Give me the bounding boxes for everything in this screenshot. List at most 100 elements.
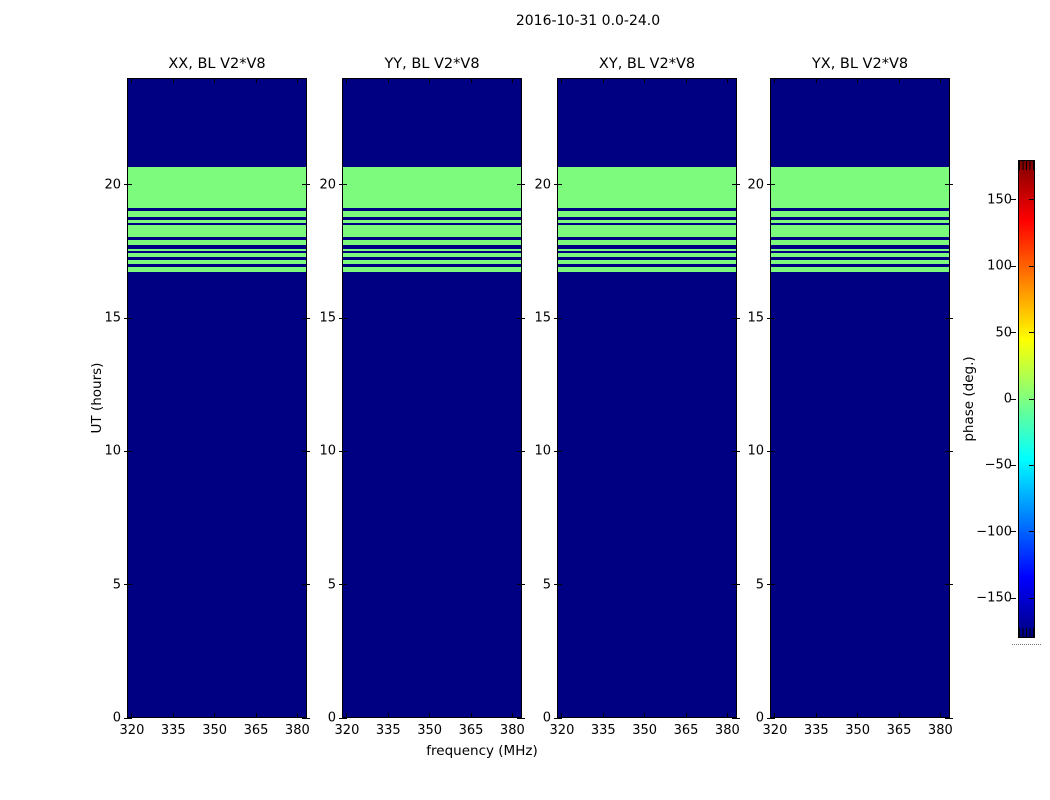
- dark-stripe: [558, 251, 736, 254]
- dark-stripe: [128, 217, 306, 220]
- y-axis-tick: [945, 184, 953, 186]
- y-tick-label: 0: [755, 710, 764, 726]
- x-tick-label: 350: [202, 723, 228, 738]
- y-axis-tick: [517, 317, 525, 319]
- colorbar-tick: [1029, 531, 1034, 533]
- dark-stripe: [771, 251, 949, 254]
- x-tick-label: 350: [845, 723, 871, 738]
- y-axis-tick: [339, 584, 347, 586]
- dark-stripe: [128, 256, 306, 260]
- y-axis-tick: [517, 584, 525, 586]
- y-tick-label: 10: [319, 443, 336, 459]
- x-axis-tick: [429, 79, 431, 83]
- y-tick-label: 10: [747, 443, 764, 459]
- x-tick-label: 335: [590, 723, 616, 738]
- x-axis-tick: [774, 713, 776, 717]
- x-axis-tick: [898, 713, 900, 717]
- y-axis-tick: [767, 450, 775, 452]
- y-tick-label: 15: [534, 310, 551, 326]
- y-axis-tick: [124, 450, 132, 452]
- colorbar-label: phase (deg.): [961, 356, 977, 442]
- y-axis-tick: [302, 450, 310, 452]
- y-tick-label: 20: [534, 177, 551, 193]
- dark-stripe: [128, 222, 306, 225]
- x-axis-tick: [131, 713, 133, 717]
- dark-stripe: [128, 263, 306, 267]
- x-axis-tick: [346, 713, 348, 717]
- x-tick-label: 320: [762, 723, 788, 738]
- colorbar-tick-label: −50: [984, 457, 1012, 473]
- colorbar-tick-label: −100: [976, 524, 1012, 540]
- x-axis-tick: [429, 713, 431, 717]
- x-tick-label: 350: [417, 723, 443, 738]
- y-axis-tick: [767, 317, 775, 319]
- dark-stripe: [343, 256, 521, 260]
- x-axis-tick: [561, 713, 563, 717]
- colorbar-tick: [1010, 199, 1016, 201]
- dark-stripe: [771, 222, 949, 225]
- y-axis-tick: [767, 584, 775, 586]
- x-axis-tick: [387, 79, 389, 83]
- colorbar-tick: [1010, 265, 1016, 267]
- dark-stripe: [343, 236, 521, 241]
- y-axis-tick: [339, 184, 347, 186]
- y-tick-label: 15: [319, 310, 336, 326]
- dark-stripe: [343, 251, 521, 254]
- colorbar-tick: [1010, 531, 1016, 533]
- dark-stripe: [558, 222, 736, 225]
- x-axis-tick: [561, 79, 563, 83]
- y-axis-tick: [517, 717, 525, 719]
- panel-title: XX, BL V2*V8: [168, 56, 266, 72]
- colorbar-tick-label: 150: [987, 192, 1012, 208]
- y-tick-label: 20: [747, 177, 764, 193]
- colorbar-tick-label: 100: [987, 258, 1012, 274]
- y-axis-tick: [517, 450, 525, 452]
- dark-stripe: [558, 236, 736, 241]
- colorbar-tick-label: 0: [1003, 391, 1012, 407]
- colorbar-tick-label: 50: [995, 325, 1012, 341]
- dark-stripe: [558, 256, 736, 260]
- x-tick-label: 335: [375, 723, 401, 738]
- colorbar-hatch-bottom: [1019, 628, 1034, 637]
- dark-stripe: [771, 217, 949, 220]
- colorbar-tick: [1010, 398, 1016, 400]
- dark-stripe: [771, 263, 949, 267]
- x-axis-tick: [346, 79, 348, 83]
- dark-stripe: [771, 207, 949, 212]
- dark-stripe: [771, 245, 949, 249]
- x-axis-tick: [255, 713, 257, 717]
- dark-stripe: [771, 236, 949, 241]
- x-axis-tick: [131, 79, 133, 83]
- y-axis-tick: [732, 717, 740, 719]
- x-axis-tick: [602, 713, 604, 717]
- colorbar-tick: [1029, 199, 1034, 201]
- y-tick-label: 5: [327, 577, 336, 593]
- y-tick-label: 15: [104, 310, 121, 326]
- dark-stripe: [343, 263, 521, 267]
- y-axis-tick: [945, 717, 953, 719]
- colorbar-tick: [1010, 597, 1016, 599]
- x-tick-label: 365: [458, 723, 484, 738]
- y-axis-label: UT (hours): [89, 362, 105, 434]
- y-axis-tick: [732, 584, 740, 586]
- dark-stripe: [343, 222, 521, 225]
- x-axis-tick: [511, 713, 513, 717]
- y-axis-tick: [339, 450, 347, 452]
- y-axis-tick: [554, 584, 562, 586]
- colorbar-hatch-top: [1019, 161, 1034, 170]
- heatmap-panel: [557, 78, 737, 718]
- y-axis-tick: [767, 184, 775, 186]
- x-tick-label: 365: [886, 723, 912, 738]
- y-axis-tick: [339, 717, 347, 719]
- colorbar-tick: [1029, 265, 1034, 267]
- y-axis-tick: [302, 317, 310, 319]
- y-tick-label: 0: [542, 710, 551, 726]
- dark-stripe: [558, 217, 736, 220]
- y-axis-tick: [554, 717, 562, 719]
- x-axis-tick: [685, 713, 687, 717]
- y-axis-tick: [554, 450, 562, 452]
- y-axis-tick: [124, 317, 132, 319]
- x-axis-tick: [296, 79, 298, 83]
- dark-stripe: [558, 263, 736, 267]
- x-axis-tick: [214, 79, 216, 83]
